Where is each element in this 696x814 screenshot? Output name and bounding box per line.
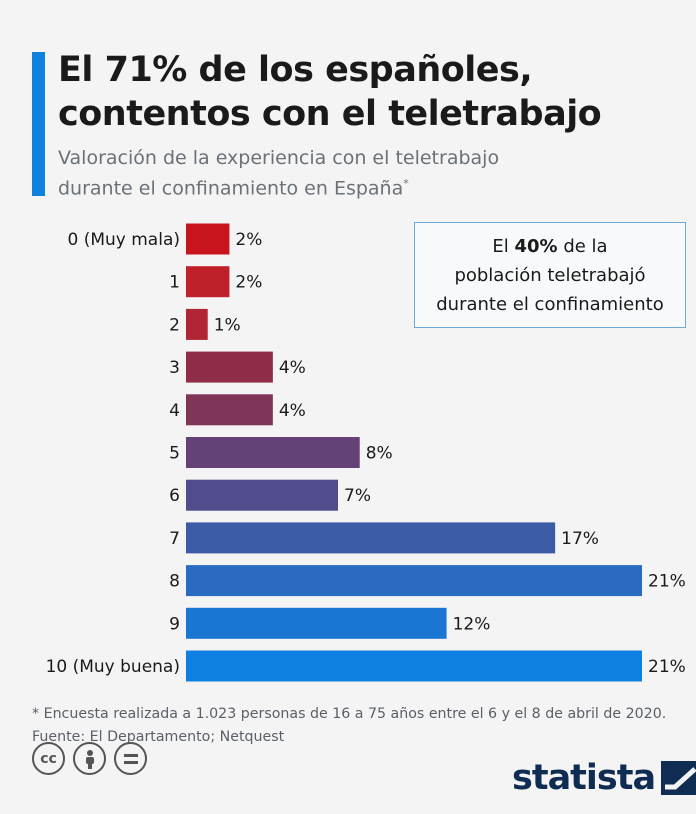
bar <box>186 479 338 511</box>
category-label: 7 <box>169 529 180 549</box>
value-label: 7% <box>344 486 371 506</box>
equals-icon[interactable] <box>114 742 147 775</box>
category-label: 1 <box>169 273 180 293</box>
bar <box>186 437 360 468</box>
value-label: 12% <box>453 614 491 634</box>
bar <box>186 394 273 426</box>
value-label: 1% <box>214 315 241 335</box>
value-label: 8% <box>366 444 393 464</box>
category-label: 2 <box>169 315 180 335</box>
value-label: 21% <box>648 657 686 677</box>
category-label: 3 <box>169 358 180 378</box>
bar <box>186 607 447 639</box>
subtitle-line-1: Valoración de la experiencia con el tele… <box>58 147 500 169</box>
statista-logo[interactable]: statista <box>512 758 696 798</box>
category-label: 5 <box>169 444 180 464</box>
value-label: 4% <box>279 358 306 378</box>
bar <box>186 351 273 383</box>
cc-icon[interactable]: cc <box>32 742 65 775</box>
value-label: 2% <box>235 230 262 250</box>
category-label: 4 <box>169 401 180 421</box>
license-icons: cc <box>32 742 147 775</box>
chart-subtitle: Valoración de la experiencia con el tele… <box>58 145 618 201</box>
bar <box>186 266 230 298</box>
callout-prefix: El <box>492 235 509 257</box>
callout-suffix: de la <box>563 235 608 257</box>
value-label: 21% <box>648 572 686 592</box>
bar <box>186 308 208 340</box>
survey-note: * Encuesta realizada a 1.023 personas de… <box>32 706 667 722</box>
subtitle-line-2: durante el confinamiento en España <box>58 177 404 200</box>
source-note: Fuente: El Departamento; Netquest <box>32 729 285 745</box>
subtitle-asterisk: * <box>403 177 409 190</box>
callout-text: El 40% de la población teletrabajó duran… <box>436 232 664 319</box>
statista-logo-icon <box>661 761 696 795</box>
category-label: 0 (Muy mala) <box>67 230 180 250</box>
value-label: 2% <box>235 273 262 293</box>
chart-title: El 71% de los españoles, contentos con e… <box>58 48 678 136</box>
value-label: 4% <box>279 401 306 421</box>
bar-chart: 0 (Muy mala) 2%1 2%2 1%3 4%4 4%5 8%6 7%7 17%8 21%… <box>46 223 686 682</box>
title-line-1: El 71% de los españoles, <box>58 50 533 90</box>
category-label: 8 <box>169 572 180 592</box>
category-label: 10 (Muy buena) <box>46 657 180 677</box>
callout-line-3: durante el confinamiento <box>436 293 664 315</box>
title-accent-bar <box>32 52 45 196</box>
category-label: 6 <box>169 486 180 506</box>
bar <box>186 223 230 255</box>
title-line-2: contentos con el teletrabajo <box>58 94 602 134</box>
footnote: * Encuesta realizada a 1.023 personas de… <box>32 703 682 749</box>
bar <box>186 565 642 597</box>
callout-highlight: 40% <box>514 235 558 257</box>
logo-text: statista <box>512 758 656 798</box>
bar <box>186 522 556 554</box>
callout-box: El 40% de la población teletrabajó duran… <box>414 222 686 328</box>
callout-line-2: población teletrabajó <box>454 264 646 286</box>
bar <box>186 650 642 682</box>
person-icon[interactable] <box>73 742 106 775</box>
value-label: 17% <box>561 529 599 549</box>
category-label: 9 <box>169 614 180 634</box>
